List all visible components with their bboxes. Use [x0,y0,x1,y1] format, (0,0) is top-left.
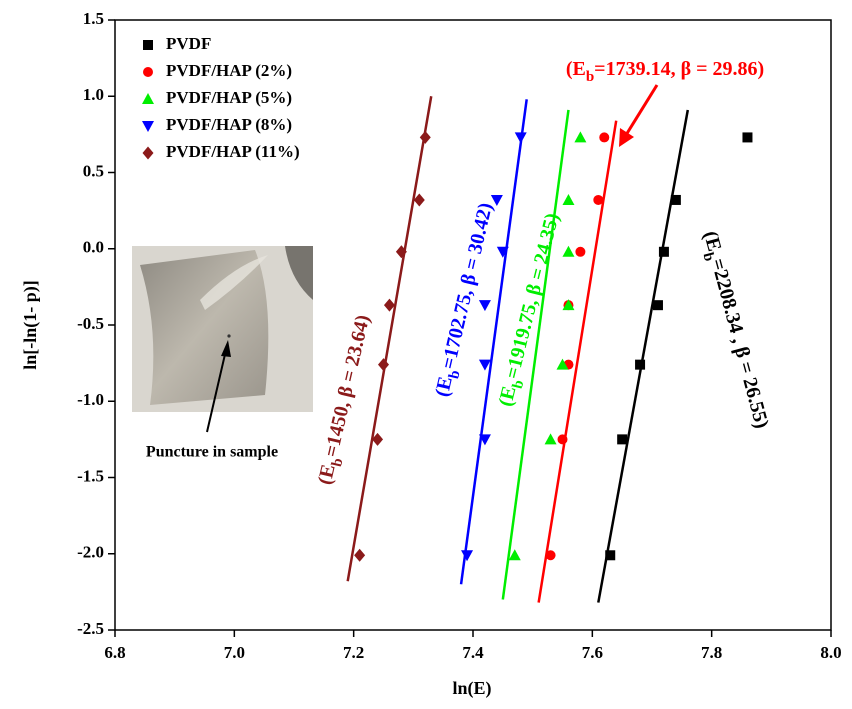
y-tick-label: 1.5 [83,9,104,28]
annotation-part: =1919.75, β = 24.35) [501,211,563,381]
data-point [742,132,753,143]
annotation-part: b [586,69,594,85]
data-point [574,131,587,143]
y-tick-label: -2.0 [77,543,104,562]
data-point [635,359,646,370]
fit-annotation: (Eb=1739.14, β = 29.86) [566,58,764,86]
data-point [670,194,681,205]
data-point [508,549,521,561]
data-point [383,298,395,312]
annotation-part: b [447,369,464,381]
legend-label: PVDF/HAP (5%) [166,88,292,107]
y-tick-label: 0.0 [83,238,104,257]
annotation-part: =1450, β = 23.64) [320,313,374,459]
legend-marker [143,67,153,77]
data-point [372,432,384,446]
y-tick-label: -0.5 [77,314,104,333]
annotation-part: b [510,379,528,391]
legend-label: PVDF/HAP (2%) [166,61,292,80]
data-point [478,359,491,371]
data-point [413,193,425,207]
fit-annotation: (Eb=2208.34 , β = 26.55) [694,229,774,433]
x-tick-label: 7.4 [462,643,484,662]
data-point [617,434,628,445]
data-point [575,246,586,257]
legend-label: PVDF [166,34,211,53]
y-tick-label: 1.0 [83,85,104,104]
data-point [544,433,557,445]
data-point [599,132,610,143]
legend-marker [143,40,153,50]
legend-marker [142,121,154,132]
data-point [354,548,366,562]
annotation-part: (E [431,374,457,398]
data-point [478,434,491,446]
fit-line [537,120,618,603]
inset-arrow [206,340,231,433]
y-tick-label: -1.5 [77,466,104,485]
y-tick-label: 0.5 [83,161,104,180]
data-point [478,300,491,312]
data-point [395,245,407,259]
inset-photo [132,246,313,412]
x-tick-label: 7.6 [582,643,603,662]
annotation-part: b [329,457,346,469]
y-tick-label: -2.5 [77,619,104,638]
annotation-part: b [699,251,717,263]
data-point [378,358,389,372]
data-point [514,132,527,144]
fit-annotation: (Eb=1450, β = 23.64) [313,313,379,488]
data-point [652,300,663,311]
annotation-part: =1702.75, β = 30.42) [437,201,497,372]
legend-label: PVDF/HAP (8%) [166,115,292,134]
fit-line [501,109,570,600]
x-tick-label: 6.8 [104,643,125,662]
x-tick-label: 7.8 [701,643,722,662]
annotation-part: =2208.34 , β = 26.55) [707,256,774,431]
annotation-part: (E [566,58,586,80]
data-point [562,193,575,205]
data-point [490,194,503,206]
x-tick-label: 7.0 [224,643,245,662]
legend-label: PVDF/HAP (11%) [166,142,300,161]
data-point [605,550,616,561]
data-point [593,194,604,205]
data-point [562,245,575,257]
legend-marker [142,93,154,104]
inset-caption: Puncture in sample [146,444,278,461]
fit-line [459,99,528,585]
x-tick-label: 7.2 [343,643,364,662]
x-tick-label: 8.0 [820,643,841,662]
x-axis-label: ln(E) [452,678,491,699]
data-point [562,299,575,311]
annotation-part: (E [313,462,339,486]
fit-annotation: (Eb=1702.75, β = 30.42) [431,201,503,401]
data-point [557,434,568,445]
legend-marker [142,146,154,160]
data-point [461,550,474,562]
annotation-part: =1739.14, β = 29.86) [594,58,764,80]
y-tick-label: -1.0 [77,390,104,409]
fit-line [597,109,690,603]
fit-line [346,96,433,582]
annotation-part: (E [699,229,725,254]
data-point [658,246,669,257]
data-point [496,246,509,258]
data-point [556,358,569,370]
data-point [545,550,556,561]
red-arrow [619,84,659,147]
data-point [419,130,431,144]
y-axis-label: ln[-ln(1- p)] [20,280,41,370]
